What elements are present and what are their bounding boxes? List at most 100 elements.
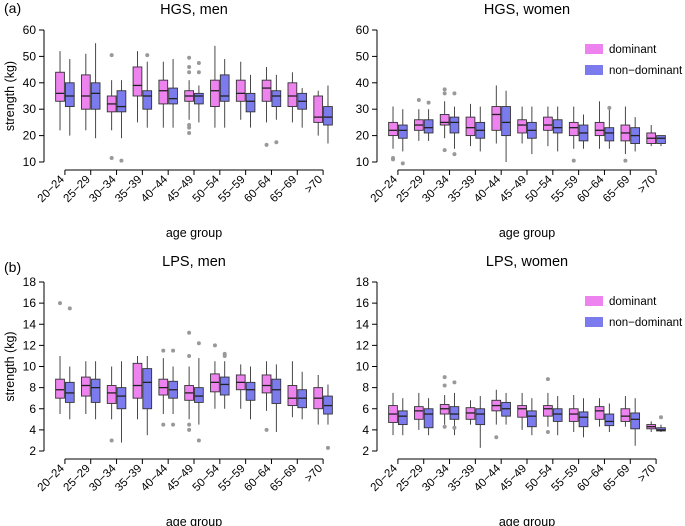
- outlier-point: [187, 55, 192, 60]
- x-tick-label: 40−44: [139, 173, 171, 205]
- legend-label-non-dominant: non−dominant: [609, 65, 683, 77]
- box-non-dominant: [168, 59, 178, 128]
- box-non-dominant: [271, 74, 282, 145]
- box-non-dominant: [423, 398, 434, 436]
- box-dominant: [491, 85, 502, 144]
- box-dominant: [646, 125, 657, 147]
- outlier-point: [571, 158, 576, 163]
- x-tick-label: 30−34: [420, 462, 452, 494]
- box-non-dominant: [194, 61, 204, 123]
- box-non-dominant: [116, 361, 127, 443]
- box-iqr: [106, 385, 117, 404]
- box-dominant: [439, 87, 450, 153]
- box-non-dominant: [527, 398, 537, 436]
- x-tick-label: 25−29: [395, 463, 426, 494]
- box-non-dominant: [527, 106, 537, 155]
- legend: dominant non−dominant: [585, 44, 683, 77]
- box-non-dominant: [271, 364, 282, 432]
- box-iqr: [80, 376, 91, 397]
- box-dominant: [491, 389, 502, 440]
- x-tick-label: 45−49: [498, 174, 529, 205]
- outlier-point: [187, 64, 192, 69]
- outlier-point: [607, 105, 612, 110]
- y-tick-label: 2: [29, 444, 36, 458]
- x-tick-label: 30−34: [420, 173, 452, 205]
- outlier-point: [67, 306, 72, 311]
- outlier-point: [196, 70, 201, 75]
- x-tick-label: 55−59: [549, 174, 580, 205]
- box-dominant: [568, 395, 579, 432]
- x-tick-label: 65−69: [601, 174, 632, 205]
- box-iqr: [90, 378, 101, 403]
- box-iqr: [578, 411, 589, 428]
- box-dominant: [287, 72, 298, 123]
- box-dominant: [184, 55, 194, 135]
- box-non-dominant: [194, 341, 204, 443]
- box-non-dominant: [90, 43, 101, 139]
- box-iqr: [630, 412, 641, 430]
- box-iqr: [552, 119, 563, 134]
- box-iqr: [261, 79, 272, 102]
- y-tick-label: 10: [356, 360, 370, 374]
- box-iqr: [552, 408, 563, 422]
- x-tick-label: 20−24: [36, 173, 68, 205]
- outlier-point: [187, 353, 192, 358]
- outlier-point: [161, 422, 166, 427]
- y-tick-label: 50: [23, 49, 37, 63]
- outlier-point: [274, 140, 279, 145]
- chart-panel-3: (b) LPS, men 2 4 6 8 10 12 14 16 18 strength (kg) 20…: [3, 254, 333, 526]
- outlier-point: [196, 61, 201, 65]
- box-dominant: [261, 361, 272, 432]
- x-tick-label: >70: [303, 174, 325, 196]
- outlier-point: [545, 377, 550, 382]
- box-dominant: [646, 421, 657, 432]
- outlier-point: [222, 353, 227, 358]
- box-non-dominant: [397, 398, 408, 436]
- x-tick-label: >70: [303, 463, 325, 485]
- box-iqr: [388, 121, 398, 137]
- box-dominant: [210, 343, 220, 409]
- box-non-dominant: [501, 90, 511, 162]
- box-iqr: [620, 408, 631, 422]
- x-tick-label: 50−54: [191, 173, 223, 205]
- outlier-point: [400, 161, 405, 166]
- box-dominant: [543, 377, 553, 434]
- y-tick-label: 6: [362, 402, 369, 416]
- y-tick-label: 16: [23, 296, 37, 310]
- box-iqr: [90, 82, 101, 110]
- box-iqr: [245, 381, 256, 401]
- box-non-dominant: [449, 91, 460, 157]
- legend-swatch-dominant: [585, 296, 603, 306]
- box-non-dominant: [142, 53, 153, 128]
- box-dominant: [388, 392, 398, 436]
- box-iqr: [397, 124, 408, 139]
- box-non-dominant: [604, 105, 615, 149]
- outlier-point: [264, 142, 269, 147]
- x-tick-label: 65−69: [268, 174, 299, 205]
- box-iqr: [517, 119, 527, 134]
- legend-label-dominant: dominant: [609, 44, 657, 56]
- outlier-point: [187, 123, 192, 128]
- box-iqr: [604, 413, 615, 427]
- outlier-point: [442, 87, 447, 92]
- box-non-dominant: [116, 80, 127, 163]
- box-iqr: [158, 79, 169, 105]
- box-non-dominant: [297, 88, 308, 128]
- box-non-dominant: [168, 348, 178, 427]
- box-iqr: [132, 66, 143, 97]
- y-tick-label: 40: [356, 76, 370, 90]
- box-dominant: [313, 90, 324, 136]
- box-non-dominant: [323, 384, 333, 450]
- box-non-dominant: [552, 106, 563, 152]
- outlier-point: [145, 53, 150, 58]
- box-non-dominant: [297, 371, 308, 420]
- box-dominant: [184, 330, 194, 432]
- box-non-dominant: [64, 306, 75, 420]
- box-dominant: [594, 101, 605, 149]
- panel-label: (b): [4, 259, 21, 275]
- box-dominant: [620, 396, 631, 427]
- series-non-dominant: [64, 306, 333, 450]
- x-axis-label: age group: [166, 226, 222, 240]
- outlier-point: [416, 97, 421, 102]
- y-tick-label: 40: [23, 76, 37, 90]
